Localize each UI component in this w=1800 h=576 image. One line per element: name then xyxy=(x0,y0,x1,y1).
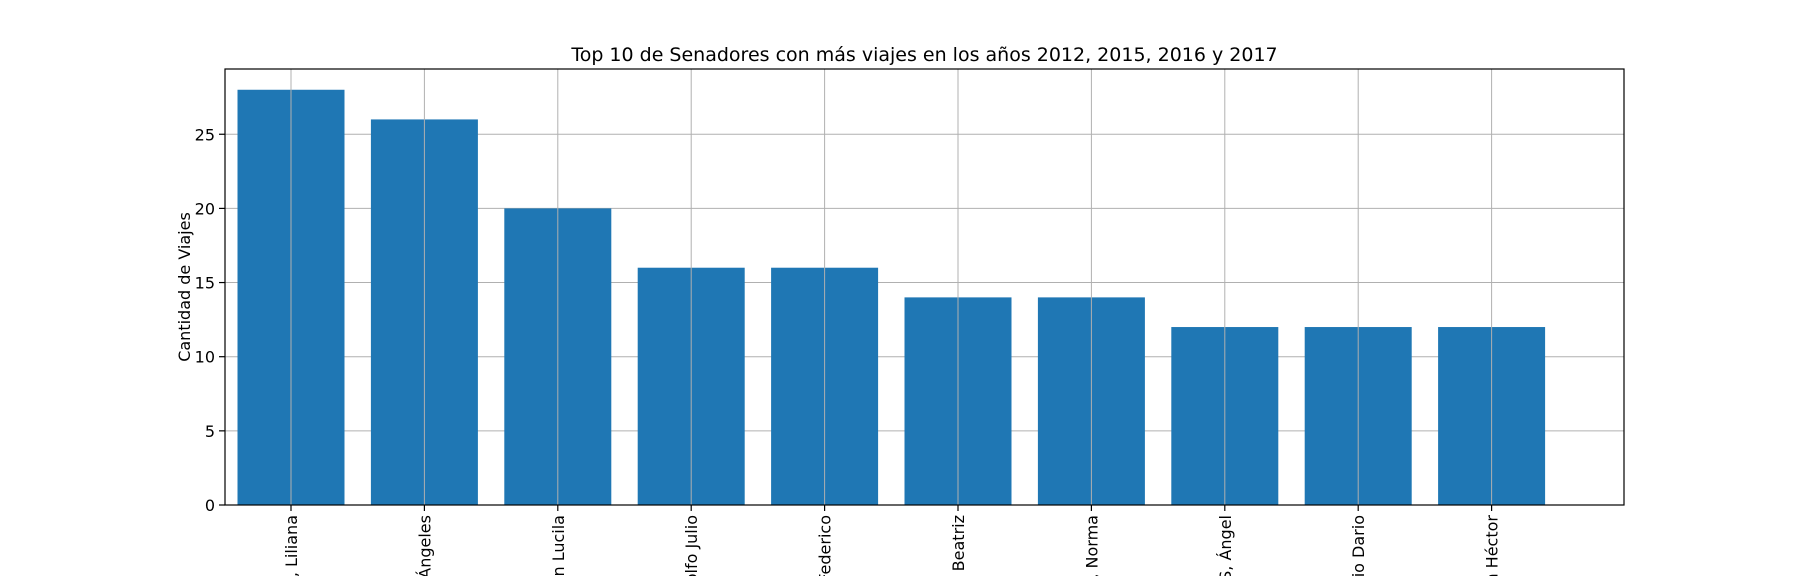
y-tick-label: 25 xyxy=(195,125,215,144)
y-tick-label: 5 xyxy=(205,422,215,441)
axes-frame xyxy=(224,68,1625,506)
y-tick-label: 0 xyxy=(205,496,215,515)
y-axis-label: Cantidad de Viajes xyxy=(175,212,194,362)
y-axis-ticks: 0 5 10 15 20 25 xyxy=(195,125,225,515)
y-tick-label: 20 xyxy=(195,199,215,218)
y-tick-label: 15 xyxy=(195,274,215,293)
y-tick-label: 10 xyxy=(195,348,215,367)
x-tick-label: olfo Julio xyxy=(682,515,701,576)
bars-layer xyxy=(237,89,1546,506)
x-tick-label: Ángeles xyxy=(415,515,434,576)
x-tick-label: en Lucila xyxy=(549,515,568,576)
x-tick-label: , Liliana xyxy=(282,515,301,576)
x-tick-label: S, Ángel xyxy=(1216,515,1235,576)
x-tick-label: Beatriz xyxy=(949,515,968,571)
grid-overlay xyxy=(290,69,1493,505)
chart-title: Top 10 de Senadores con más viajes en lo… xyxy=(570,44,1277,66)
x-tick-label: , Norma xyxy=(1082,515,1101,576)
x-axis-ticks: , Liliana Ángeles en Lucila olfo Julio Feder… xyxy=(282,505,1502,576)
x-tick-label: io Dario xyxy=(1349,515,1368,576)
x-tick-label: Federico xyxy=(816,515,835,576)
x-tick-label: n Héctor xyxy=(1483,515,1502,576)
